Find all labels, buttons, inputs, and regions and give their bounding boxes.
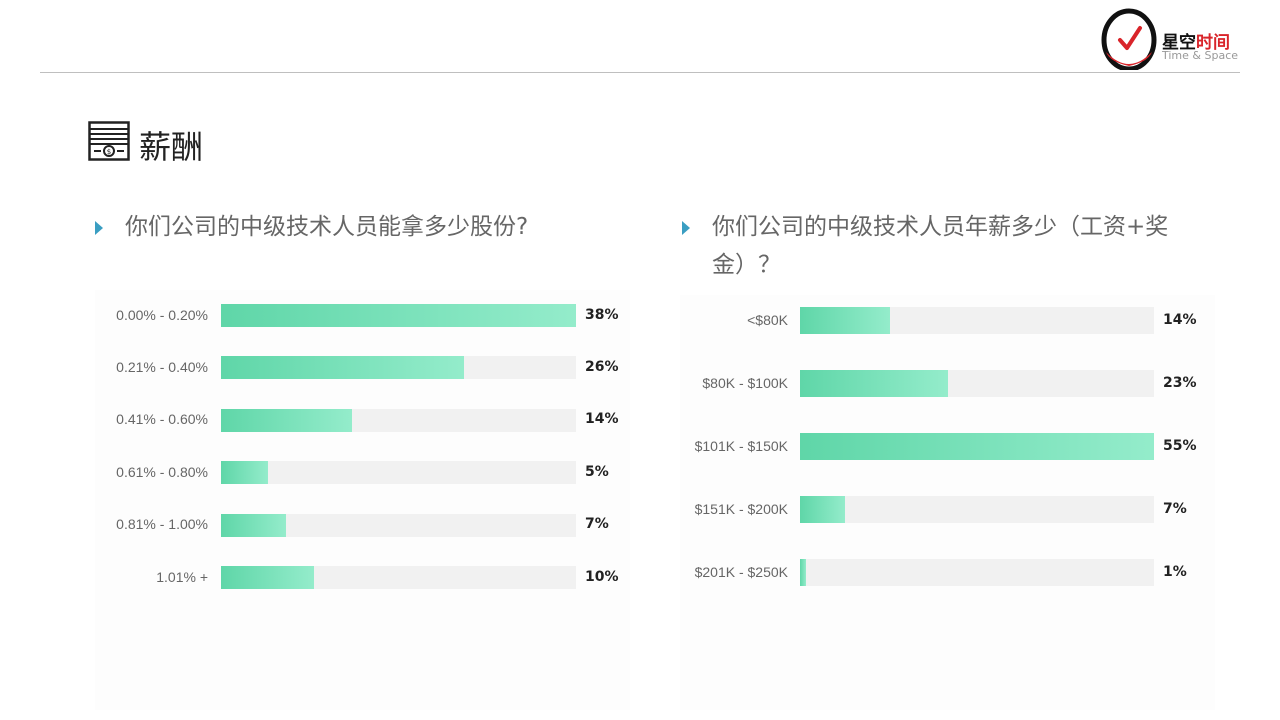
bar-value-label: 7%	[585, 516, 609, 533]
bar-value-label: 5%	[585, 463, 609, 480]
chart-panel-left	[95, 290, 630, 710]
bar	[800, 433, 1154, 460]
bar-value-label: 14%	[585, 411, 619, 428]
bar	[221, 408, 352, 432]
bar-category-label: 0.00% - 0.20%	[116, 306, 208, 323]
bar-category-label: 1.01% +	[156, 568, 208, 585]
bar	[800, 559, 807, 586]
bar	[800, 307, 891, 334]
bar	[221, 566, 315, 589]
bar-track	[800, 496, 1154, 523]
bar-track	[800, 433, 1154, 460]
bar	[800, 496, 846, 523]
bar-value-label: 10%	[585, 568, 619, 585]
bar-category-label: 0.81% - 1.00%	[116, 516, 208, 533]
bar-track	[221, 356, 576, 380]
bar-value-label: 23%	[1163, 374, 1197, 391]
bar-value-label: 1%	[1163, 563, 1187, 580]
chart-question-left: 你们公司的中级技术人员能拿多少股份?	[95, 208, 635, 288]
bar-value-label: 7%	[1163, 500, 1187, 517]
header-divider	[40, 72, 1240, 73]
bar-category-label: <$80K	[747, 311, 788, 328]
bar	[221, 461, 268, 485]
svg-text:$: $	[107, 148, 111, 156]
bar-track	[221, 566, 576, 589]
bar-category-label: 0.61% - 0.80%	[116, 463, 208, 480]
bar-category-label: $80K - $100K	[702, 374, 788, 391]
bar-category-label: 0.21% - 0.40%	[116, 358, 208, 375]
chart-title-left: 你们公司的中级技术人员能拿多少股份?	[125, 214, 529, 240]
bullet-arrow-icon	[682, 221, 690, 235]
bar-value-label: 55%	[1163, 437, 1197, 454]
bar-value-label: 38%	[585, 306, 619, 323]
bar-track	[221, 304, 576, 327]
clock-logo-icon	[1101, 8, 1157, 70]
chart-question-right: 你们公司的中级技术人员年薪多少（工资+奖金）？	[682, 208, 1242, 288]
brand-name-cn: 星空时间	[1162, 33, 1230, 53]
bar-track	[221, 461, 576, 485]
chart-title-right: 你们公司的中级技术人员年薪多少（工资+奖金）？	[712, 214, 1169, 278]
bar-category-label: 0.41% - 0.60%	[116, 411, 208, 428]
money-stack-icon: $	[88, 121, 130, 165]
bar-track	[800, 559, 1154, 586]
bar-category-label: $151K - $200K	[694, 500, 788, 517]
bar-track	[800, 307, 1154, 334]
bar	[221, 513, 287, 537]
bar-category-label: $201K - $250K	[694, 563, 788, 580]
bar	[221, 356, 464, 380]
section-title: 薪酬	[139, 128, 204, 166]
brand-name-en: Time & Space	[1162, 49, 1239, 62]
bar-value-label: 14%	[1163, 311, 1197, 328]
bar-category-label: $101K - $150K	[694, 437, 788, 454]
bar	[800, 370, 949, 397]
bar-track	[800, 370, 1154, 397]
bar-track	[221, 408, 576, 432]
bar-track	[221, 513, 576, 537]
bar	[221, 304, 576, 327]
bullet-arrow-icon	[95, 221, 103, 235]
bar-value-label: 26%	[585, 358, 619, 375]
brand-logo: 星空时间 Time & Space	[1100, 6, 1250, 70]
